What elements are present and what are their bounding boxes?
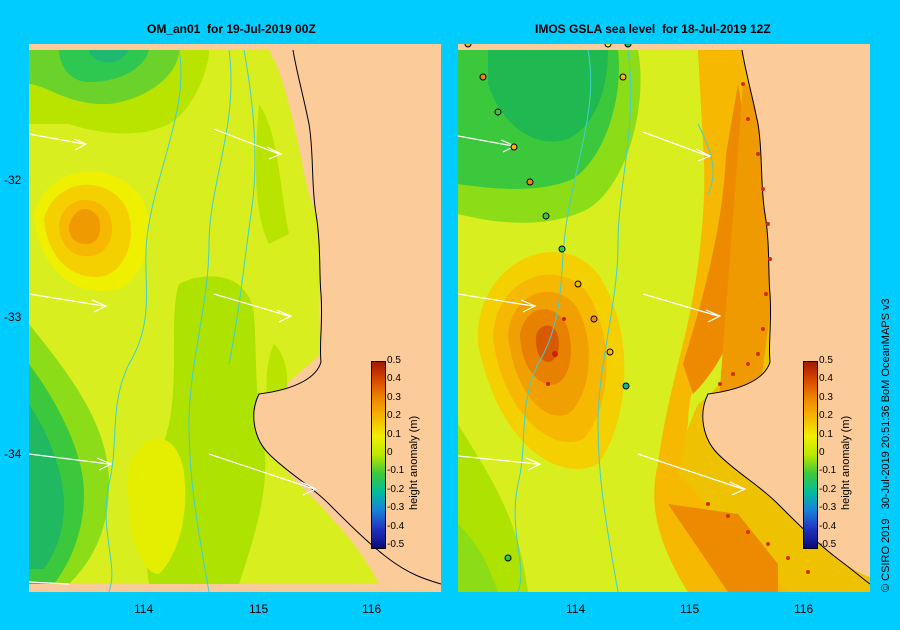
left-map-panel [29, 44, 441, 592]
colorbar-tick-label: 0.2 [819, 410, 833, 422]
colorbar-tick-label: -0.2 [819, 483, 837, 495]
y-tick-label: -33 [4, 310, 22, 324]
colorbar-tick-label: -0.3 [387, 502, 405, 514]
x-tick-label: 116 [362, 602, 382, 616]
colorbar-tick-label: -0.3 [819, 502, 837, 514]
colorbar-tick-label: 0.4 [819, 373, 833, 385]
colorbar-tick-label: 0.1 [819, 428, 833, 440]
y-tick-label: -34 [4, 447, 22, 461]
right-map-canvas [458, 44, 870, 592]
colorbar-tick-label: 0.3 [819, 391, 833, 403]
colorbar-tick-label: 0 [819, 447, 825, 458]
colorbar-tick-label: 0.2 [387, 410, 401, 422]
colorbar-tick-label: -0.1 [387, 465, 405, 477]
right-colorbar [803, 361, 818, 549]
x-tick-label: 116 [794, 602, 814, 616]
credit-text: © CSIRO 2019 30-Jul-2019 20:51:36 BoM Oc… [880, 298, 892, 592]
colorbar-tick-label: 0.3 [387, 391, 401, 403]
colorbar-tick-label: -0.1 [819, 465, 837, 477]
colorbar-tick-label: 0.1 [387, 428, 401, 440]
x-tick-label: 114 [134, 602, 154, 616]
left-colorbar-title: height anomaly (m) [408, 415, 420, 510]
right-colorbar-title: height anomaly (m) [840, 415, 852, 510]
colorbar-tick-label: -0.5 [819, 539, 837, 550]
x-tick-label: 115 [680, 602, 700, 616]
colorbar-tick-label: -0.5 [387, 539, 405, 550]
x-tick-label: 115 [249, 602, 269, 616]
colorbar-tick-label: 0.5 [387, 355, 401, 366]
right-map-panel [458, 44, 870, 592]
left-panel-title: OM_an01 for 19-Jul-2019 00Z [147, 22, 316, 36]
y-tick-label: -32 [4, 173, 22, 187]
left-colorbar [371, 361, 386, 549]
colorbar-tick-label: -0.4 [387, 520, 405, 532]
colorbar-tick-label: -0.4 [819, 520, 837, 532]
colorbar-tick-label: 0 [387, 447, 393, 458]
colorbar-tick-label: -0.2 [387, 483, 405, 495]
left-map-canvas [29, 49, 441, 592]
right-panel-title: IMOS GSLA sea level for 18-Jul-2019 12Z [535, 22, 771, 36]
colorbar-tick-label: 0.4 [387, 373, 401, 385]
colorbar-tick-label: 0.5 [819, 355, 833, 366]
x-tick-label: 114 [566, 602, 586, 616]
